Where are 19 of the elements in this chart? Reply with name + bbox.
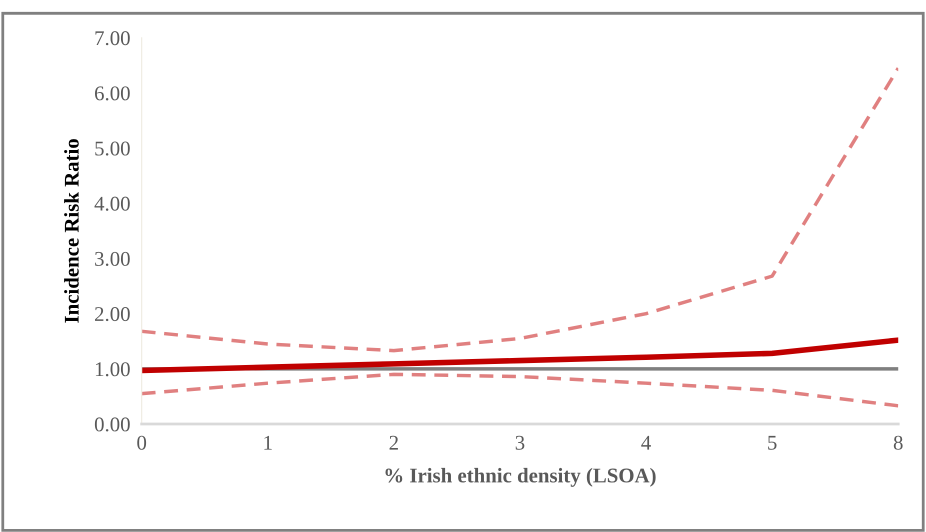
y-tick-label: 2.00 (95, 307, 130, 322)
y-tick-label: 7.00 (95, 31, 130, 46)
y-tick-label: 5.00 (95, 142, 130, 156)
x-tick-label: 8 (894, 436, 903, 450)
y-tick-label: 4.00 (94, 196, 130, 211)
x-tick-label: 3 (516, 436, 524, 450)
x-tick-label: 5 (768, 436, 777, 450)
y-tick-label: 1.00 (96, 362, 130, 376)
y-tick-label: 0.00 (94, 417, 130, 432)
x-axis-title: % Irish ethnic density (LSOA) (386, 468, 656, 487)
y-tick-label: 3.00 (95, 252, 130, 266)
y-axis-title: Incidence Risk Ratio (64, 139, 79, 323)
line-series (142, 66, 898, 352)
x-tick-label: 4 (641, 436, 651, 450)
y-tick-label: 6.00 (95, 86, 130, 100)
x-tick-label: 1 (264, 436, 272, 450)
x-tick-label: 0 (137, 436, 146, 450)
x-tick-label: 2 (390, 436, 398, 450)
line-series (142, 372, 898, 408)
